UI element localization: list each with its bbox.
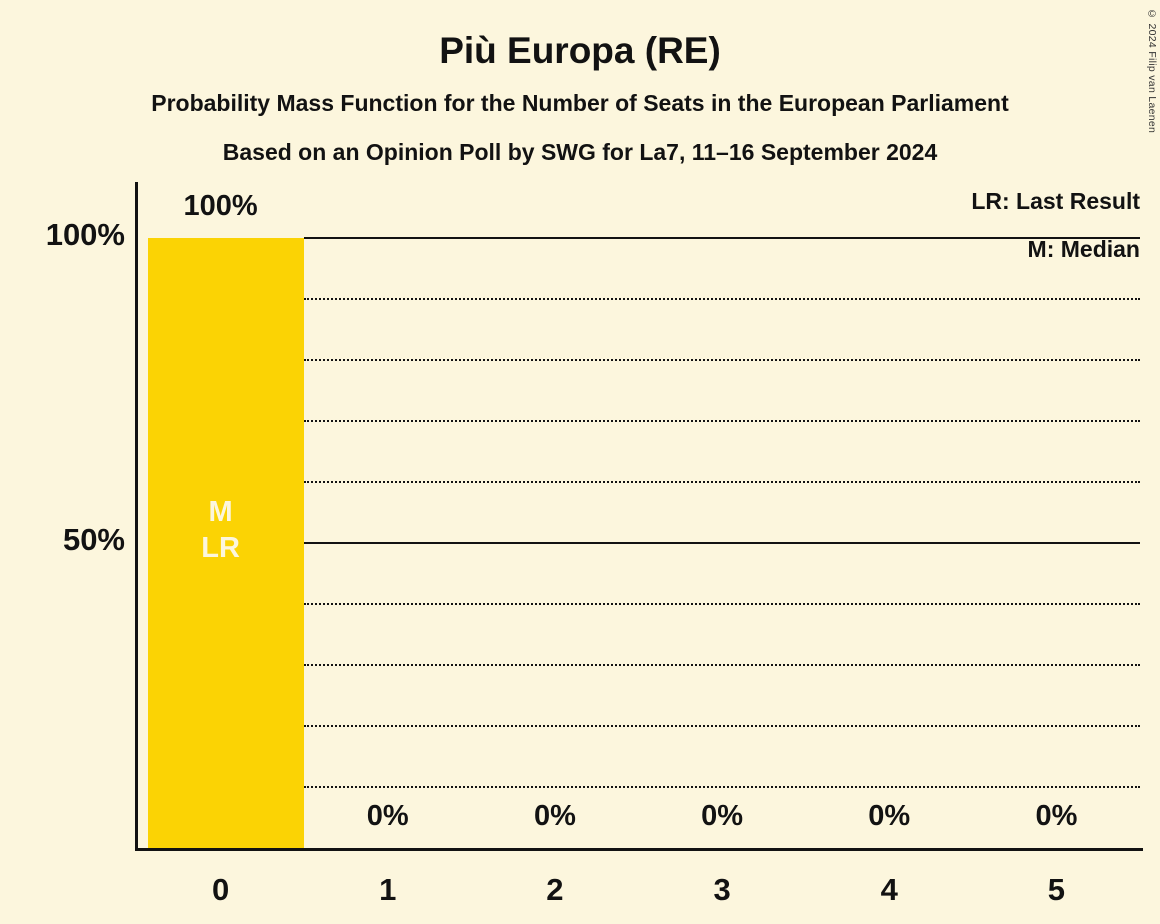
gridline-solid <box>304 541 1140 544</box>
y-axis-tick-label: 50% <box>62 522 125 557</box>
bar-annotation-line: LR <box>201 532 240 564</box>
gridline-dotted <box>304 786 1140 788</box>
probability-bar <box>148 238 305 848</box>
bar-value-label: 100% <box>183 190 258 222</box>
gridline-dotted <box>304 481 1140 483</box>
gridline-dotted <box>304 603 1140 605</box>
x-tick-label: 1 <box>379 872 397 907</box>
gridline-dotted <box>304 725 1140 727</box>
x-axis-line <box>135 848 1143 851</box>
gridline-dotted <box>304 664 1140 666</box>
bar-value-label: 0% <box>366 800 409 832</box>
chart-subtitle-poll: Based on an Opinion Poll by SWG for La7,… <box>222 139 938 165</box>
bar-annotation: M LR <box>138 494 304 566</box>
gridline-dotted <box>304 298 1140 300</box>
bar-value-label: 0% <box>533 800 576 832</box>
bar-annotation-line: M <box>208 496 233 528</box>
x-tick-label: 5 <box>1047 872 1066 907</box>
y-axis-tick-label: 100% <box>45 217 125 252</box>
legend-last-result: LR: Last Result <box>971 188 1140 214</box>
gridline-dotted <box>304 359 1140 361</box>
y-axis-line <box>135 182 138 851</box>
legend-median: M: Median <box>1027 236 1140 262</box>
gridline-dotted <box>304 420 1140 422</box>
x-tick-label: 3 <box>713 872 731 907</box>
gridline-solid <box>304 236 1140 239</box>
bar-value-label: 0% <box>701 800 744 832</box>
chart-subtitle: Probability Mass Function for the Number… <box>151 90 1009 116</box>
bar-value-label: 0% <box>1035 800 1078 832</box>
x-tick-label: 0 <box>211 872 230 907</box>
copyright-notice: © 2024 Filip van Laenen <box>1146 8 1158 134</box>
x-tick-label: 4 <box>880 872 898 907</box>
x-tick-label: 2 <box>546 872 564 907</box>
bar-value-label: 0% <box>868 800 911 832</box>
chart-title: Più Europa (RE) <box>439 30 721 71</box>
